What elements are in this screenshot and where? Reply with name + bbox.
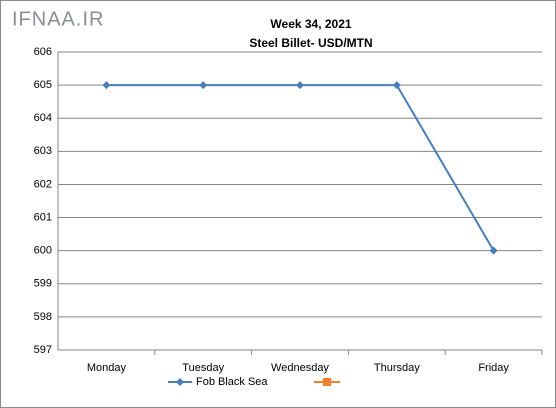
chart-title: Week 34, 2021 xyxy=(270,17,352,31)
x-tick-label: Tuesday xyxy=(182,362,224,374)
data-point xyxy=(296,81,304,90)
legend-marker xyxy=(323,378,331,386)
data-point xyxy=(489,246,498,255)
x-tick-label: Thursday xyxy=(374,362,420,374)
legend-label: Fob Black Sea xyxy=(196,376,268,388)
x-tick-label: Wednesday xyxy=(271,362,329,374)
y-tick-label: 597 xyxy=(34,344,52,356)
y-tick-label: 603 xyxy=(34,145,52,157)
data-point xyxy=(392,81,401,90)
legend-marker xyxy=(176,378,184,386)
y-tick-label: 606 xyxy=(34,46,52,58)
y-tick-label: 602 xyxy=(34,178,52,190)
y-tick-label: 599 xyxy=(34,278,52,290)
y-tick-label: 598 xyxy=(34,311,52,323)
y-tick-label: 601 xyxy=(34,211,52,223)
y-tick-label: 600 xyxy=(34,245,52,257)
data-point xyxy=(102,81,111,90)
data-point xyxy=(199,81,208,90)
y-tick-label: 604 xyxy=(34,112,52,124)
watermark: IFNAA.IR xyxy=(12,8,104,30)
y-tick-label: 605 xyxy=(34,79,52,91)
chart-subtitle: Steel Billet- USD/MTN xyxy=(249,36,372,50)
x-tick-label: Monday xyxy=(87,362,127,374)
x-tick-label: Friday xyxy=(478,362,509,374)
